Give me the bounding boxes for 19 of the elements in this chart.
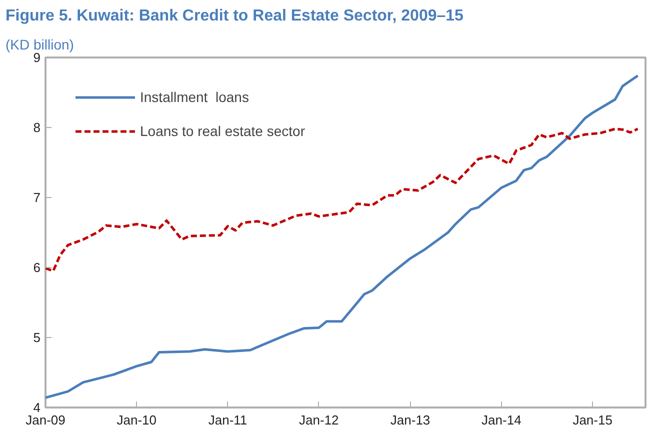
legend-label: Installment loans [140,89,249,105]
chart-title: Figure 5. Kuwait: Bank Credit to Real Estate Sector, 2009–15 [6,8,464,24]
y-tick-label: 4 [33,400,41,415]
x-tick-label: Jan-13 [390,412,430,428]
y-tick-label: 6 [33,260,41,275]
x-tick-label: Jan-10 [116,412,157,428]
x-tick-label: Jan-14 [482,412,522,428]
line-series [46,128,640,272]
y-tick-label: 9 [33,50,41,65]
y-tick-label: 8 [33,120,41,135]
line-series [46,74,640,399]
y-tick-label: 5 [33,330,41,345]
x-tick-label: Jan-11 [208,412,248,428]
chart-subtitle: (KD billion) [6,36,74,52]
x-tick-label: Jan-15 [572,412,612,428]
legend-label: Loans to real estate sector [140,123,305,139]
x-tick-label: Jan-12 [299,412,339,428]
y-tick-label: 7 [33,190,41,205]
x-tick-label: Jan-09 [26,412,66,428]
